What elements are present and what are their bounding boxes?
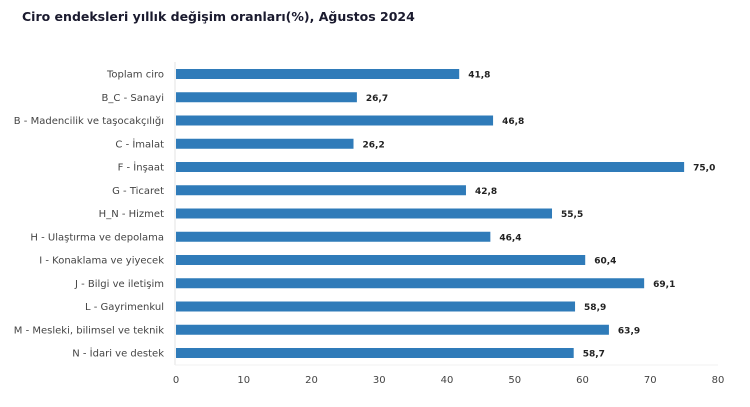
bar: [176, 138, 354, 149]
category-label: N - İdari ve destek: [72, 347, 164, 360]
data-label: 75,0: [693, 164, 715, 174]
category-label: Toplam ciro: [106, 70, 164, 81]
data-label: 46,4: [499, 233, 521, 243]
x-tick-label: 40: [441, 375, 454, 386]
bar: [176, 92, 357, 103]
category-label: I - Konaklama ve yiyecek: [39, 256, 164, 267]
bar: [176, 348, 574, 358]
chart-title: Ciro endeksleri yıllık değişim oranları(…: [22, 9, 415, 24]
bar: [176, 278, 645, 289]
x-tick-label: 60: [576, 375, 589, 386]
data-label: 69,1: [653, 280, 675, 290]
data-label: 26,2: [363, 140, 385, 150]
x-tick-label: 50: [508, 375, 521, 386]
data-label: 26,7: [366, 94, 388, 104]
category-label: B - Madencilik ve taşocakçılığı: [14, 115, 164, 127]
bar: [176, 231, 491, 242]
data-label: 58,9: [584, 303, 606, 313]
bar: [176, 324, 609, 335]
category-label: L - Gayrimenkul: [85, 302, 164, 313]
category-label: B_C - Sanayi: [102, 93, 164, 104]
category-label: F - İnşaat: [118, 161, 164, 174]
data-label: 41,8: [468, 71, 490, 81]
bar: [176, 69, 460, 79]
bar: [176, 162, 685, 172]
x-tick-label: 10: [237, 375, 250, 386]
category-label: J - Bilgi ve iletişim: [74, 279, 164, 290]
category-label: H - Ulaştırma ve depolama: [30, 232, 164, 243]
data-label: 55,5: [561, 210, 583, 220]
x-tick-label: 30: [373, 375, 386, 386]
bar: [176, 208, 553, 219]
category-label: G - Ticaret: [112, 186, 164, 197]
bar: [176, 115, 494, 126]
data-label: 42,8: [475, 187, 497, 197]
category-label: M - Mesleki, bilimsel ve teknik: [14, 325, 164, 336]
bar: [176, 301, 576, 312]
category-label: H_N - Hizmet: [99, 209, 164, 220]
x-tick-label: 0: [173, 375, 179, 386]
data-label: 63,9: [618, 326, 640, 336]
bar: [176, 255, 586, 265]
bar: [176, 185, 466, 196]
x-tick-label: 20: [305, 375, 318, 386]
x-tick-label: 80: [712, 375, 725, 386]
category-label: C - İmalat: [115, 137, 164, 150]
data-label: 46,8: [502, 117, 524, 127]
data-label: 60,4: [594, 257, 616, 267]
x-tick-label: 70: [644, 375, 657, 386]
data-label: 58,7: [583, 350, 605, 360]
